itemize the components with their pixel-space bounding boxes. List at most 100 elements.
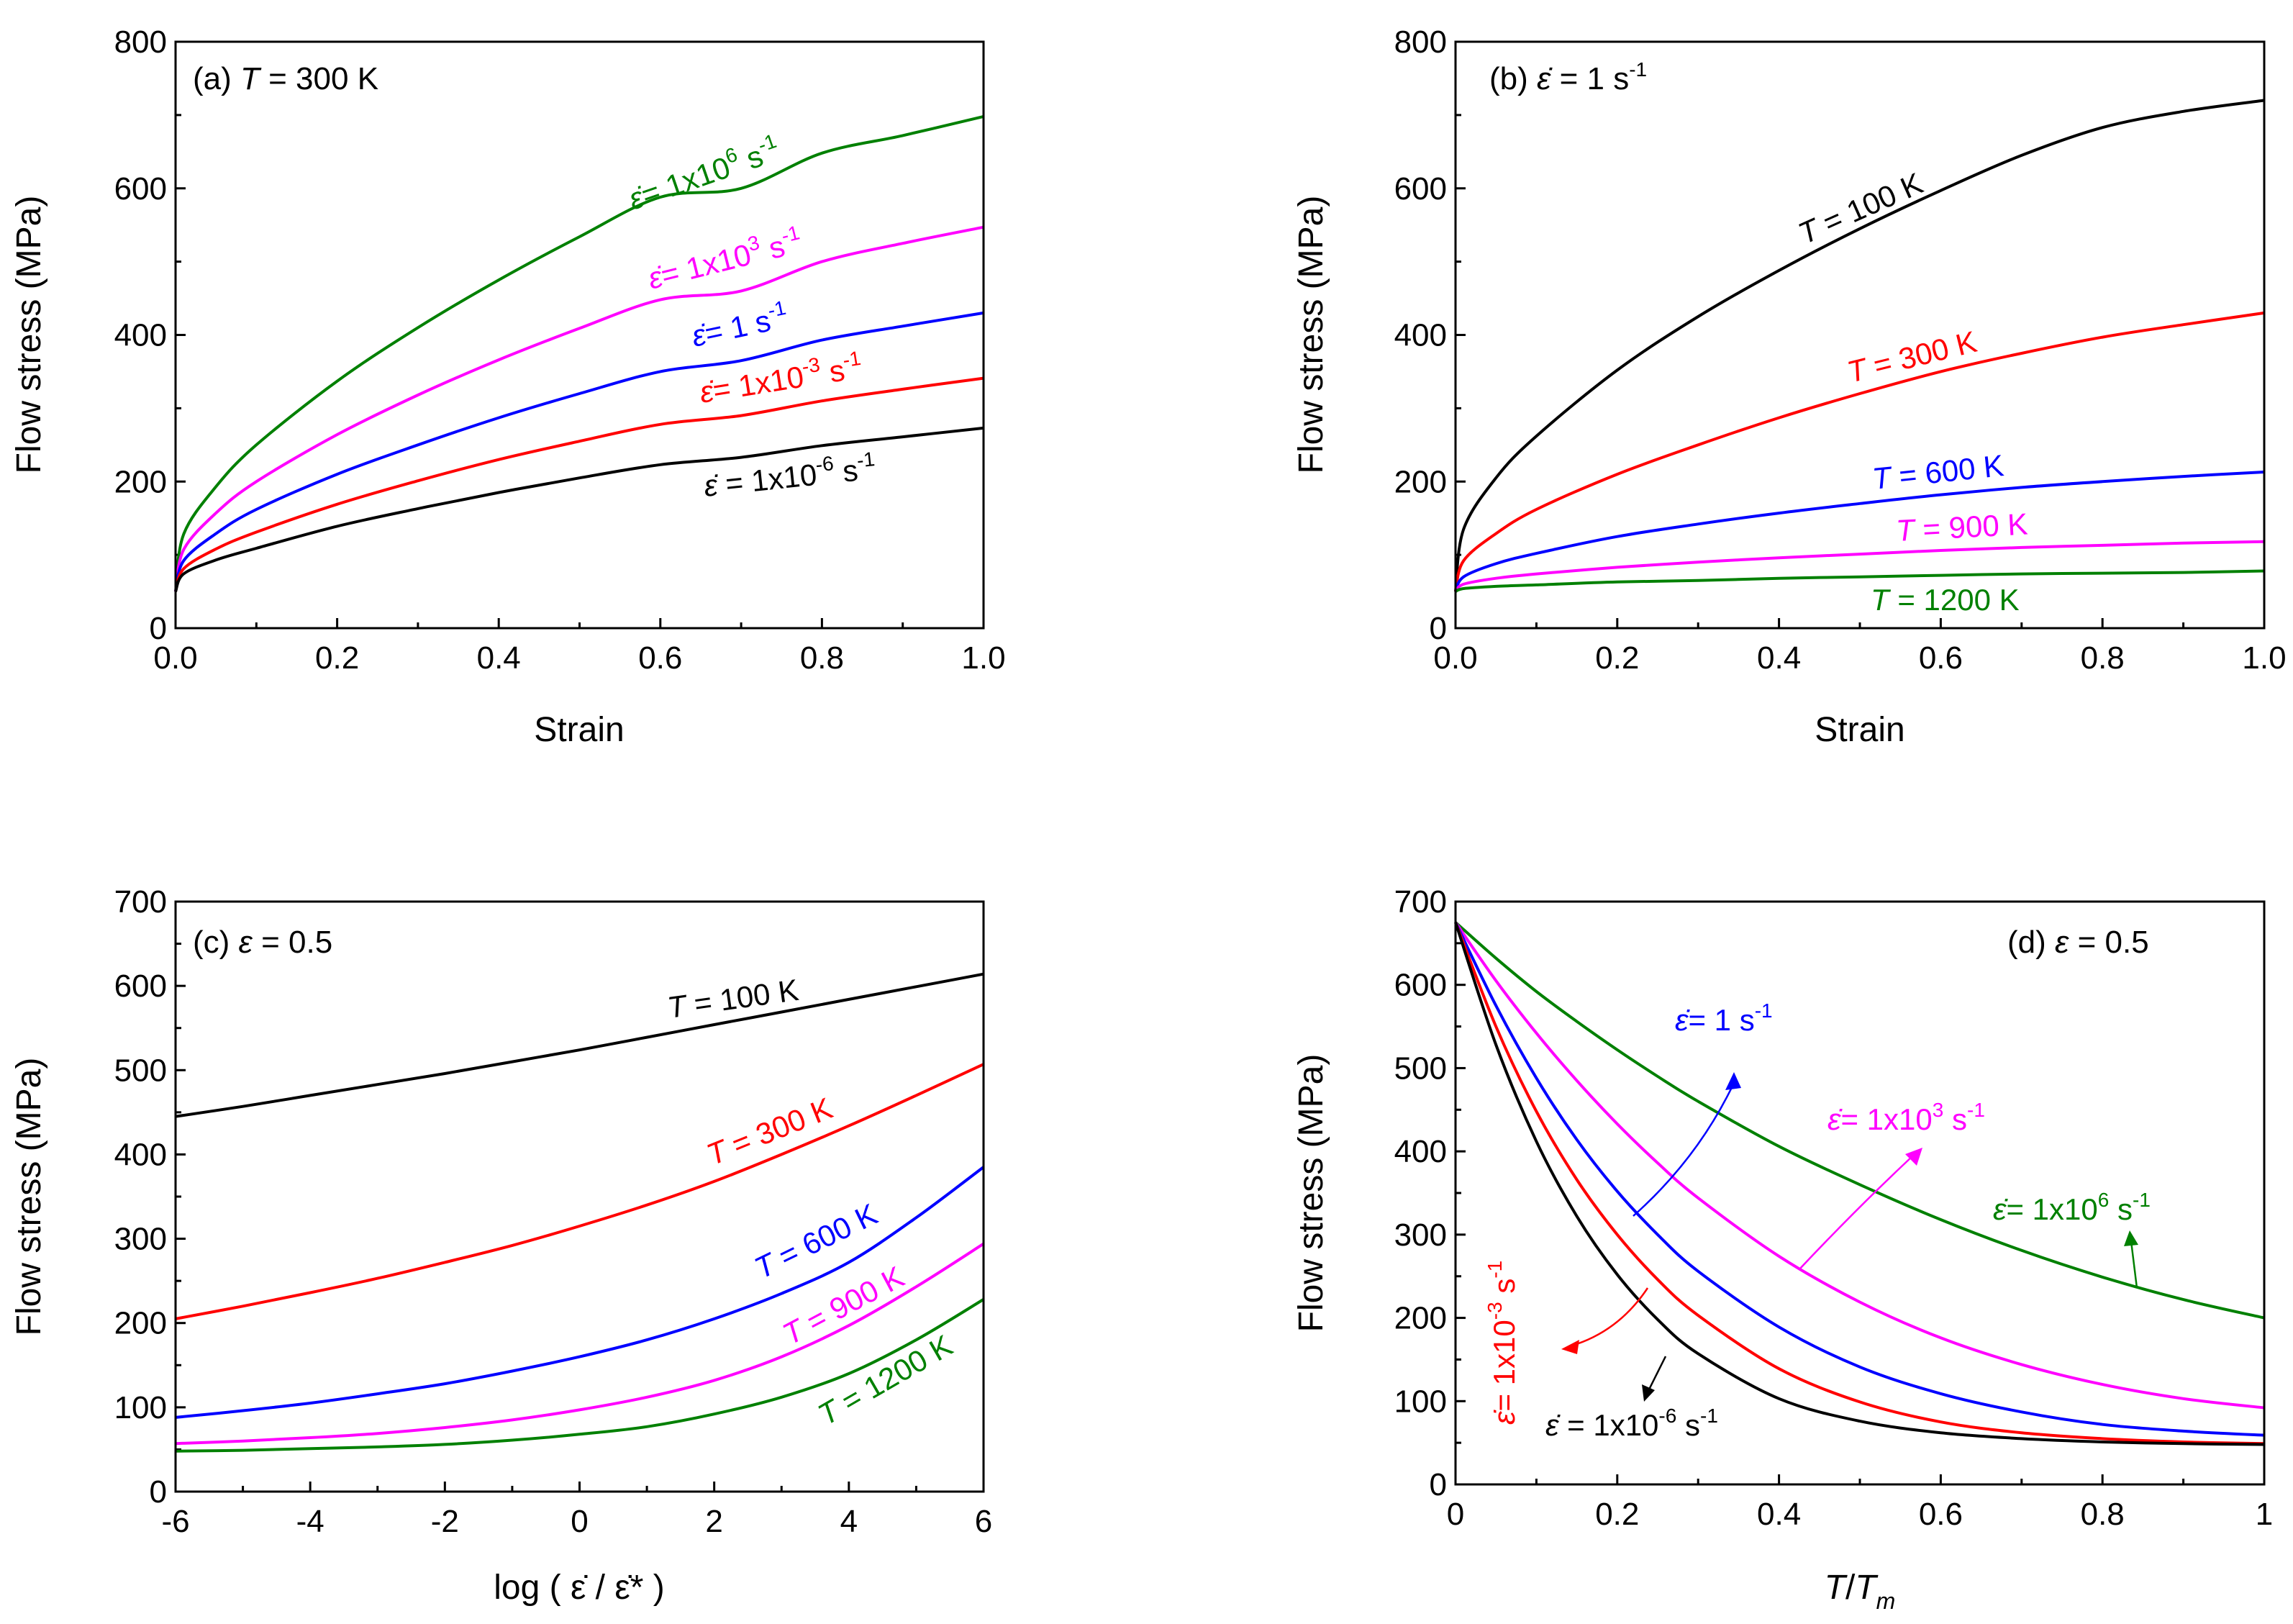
panel-d-ytick-label: 700	[1394, 884, 1447, 920]
panel-a-xtick-label: 0.8	[800, 640, 844, 676]
panel-a-series-line-1	[174, 225, 984, 592]
panel-a-series-label-1: ε̇= 1x103 s-1	[644, 221, 806, 295]
panel-c: -6 -4 -2 0 2 4 6 0 100 200 300 400 500 600 700 (c) ε =…	[10, 884, 992, 1607]
arrow-blue	[1633, 1082, 1735, 1217]
panel-c-ytick-label: 0	[150, 1474, 167, 1510]
panel-c-xtick-label: -6	[161, 1504, 189, 1539]
panel-d-series-label-0: ε̇= 1x106 s-1	[1993, 1189, 2151, 1226]
panel-d-series-label-3: ε̇= 1x10-3 s-1	[1484, 1261, 1521, 1425]
panel-a-ticks: 0.0 0.2 0.4 0.6 0.8 1.0 0 200 400 600 800	[114, 24, 1006, 676]
panel-c-series-line-3	[175, 1242, 985, 1446]
panel-a-ytick-label: 200	[114, 464, 167, 499]
panel-d-ytick-label: 0	[1430, 1467, 1447, 1502]
panel-b-series	[1454, 99, 2265, 593]
panel-a-label: (a) T = 300 K	[193, 61, 378, 96]
panel-b-xtick-label: 0.2	[1595, 640, 1639, 676]
panel-c-series-label-2: T = 600 K	[749, 1197, 882, 1286]
panel-b-ytick-label: 600	[1394, 171, 1447, 207]
arrow-blue-head	[1725, 1072, 1741, 1090]
panel-b-series-label-3: T = 900 K	[1895, 507, 2028, 548]
panel-d-series-line-1	[1454, 921, 2265, 1410]
panel-a-xtick-label: 1.0	[961, 640, 1005, 676]
panel-a-ytick-label: 800	[114, 24, 167, 60]
panel-c-xtick-label: 4	[840, 1504, 858, 1539]
panel-b-series-line-2	[1454, 471, 2265, 593]
panel-d-series-line-4	[1454, 922, 2265, 1446]
panel-d-series	[1454, 921, 2265, 1446]
panel-c-series-line-1	[175, 1063, 984, 1320]
panel-c-xlabel: log ( ε̇ / ε̇* )	[494, 1569, 665, 1607]
panel-d-ytick-label: 200	[1394, 1301, 1447, 1336]
panel-d-ytick-label: 600	[1394, 968, 1447, 1003]
panel-d-series-line-3	[1454, 922, 2265, 1446]
panel-c-label: (c) ε = 0.5	[193, 925, 332, 960]
panel-b-series-label-0: T = 100 K	[1794, 166, 1928, 250]
panel-d: 0 0.2 0.4 0.6 0.8 1 0 100 200 300 400 500 600 700 (d)…	[1292, 884, 2273, 1614]
panel-a-series-line-0	[174, 114, 984, 592]
panel-c-xtick-label: 2	[705, 1504, 722, 1539]
arrow-red-head	[1561, 1340, 1579, 1354]
panel-b-xlabel: Strain	[1815, 711, 1904, 749]
panel-b-series-line-3	[1454, 540, 2265, 593]
panel-c-ticks: -6 -4 -2 0 2 4 6 0 100 200 300 400 500 600 700	[114, 884, 993, 1539]
panel-b-series-line-4	[1455, 569, 2265, 593]
panel-c-xtick-label: 0	[571, 1504, 588, 1539]
panel-b-xtick-label: 0.0	[1433, 640, 1477, 676]
panel-c-ytick-label: 100	[114, 1390, 167, 1425]
arrow-magenta	[1798, 1154, 1915, 1271]
panel-d-ytick-label: 400	[1394, 1134, 1447, 1169]
panel-d-ytick-label: 500	[1394, 1051, 1447, 1086]
arrow-green	[2130, 1240, 2138, 1289]
arrow-black-head	[1642, 1384, 1655, 1402]
panel-a-ytick-label: 400	[114, 318, 167, 353]
panel-a-series-line-4	[174, 426, 984, 592]
panel-c-ytick-label: 300	[114, 1222, 167, 1257]
panel-d-label: (d) ε = 0.5	[2007, 925, 2149, 960]
panel-a-ylabel: Flow stress (MPa)	[10, 196, 48, 474]
panel-b-ticks: 0.0 0.2 0.4 0.6 0.8 1.0 0 200 400 600 800	[1394, 24, 2287, 676]
panel-a-series-label-3: ε̇= 1x10-3 s-1	[696, 347, 865, 409]
panel-d-series-label-4: ε̇ = 1x10-6 s-1	[1545, 1405, 1718, 1442]
panel-b-ytick-label: 200	[1394, 464, 1447, 499]
panel-b-series-label-2: T = 600 K	[1871, 448, 2005, 496]
panel-a-series-line-2	[174, 311, 984, 592]
panel-c-frame	[174, 900, 985, 1493]
panel-d-series-label-2: ε̇= 1 s-1	[1675, 999, 1773, 1037]
panel-c-ytick-label: 500	[114, 1053, 167, 1088]
panel-a-series-label-4: ε̇ = 1x10-6 s-1	[702, 448, 878, 503]
panel-d-frame	[1454, 900, 2266, 1486]
panel-b-xtick-label: 0.4	[1757, 640, 1801, 676]
panel-c-series-label-3: T = 900 K	[777, 1259, 909, 1351]
panel-d-series-line-0	[1454, 921, 2265, 1320]
panel-a-xlabel: Strain	[534, 711, 624, 749]
panel-c-ylabel: Flow stress (MPa)	[10, 1058, 48, 1336]
panel-b-xtick-label: 1.0	[2242, 640, 2286, 676]
panel-a-ytick-label: 600	[114, 171, 167, 207]
panel-a-frame	[174, 40, 985, 630]
panel-d-xtick-label: 0.6	[1919, 1497, 1963, 1532]
panel-d-arrows	[1561, 1072, 2138, 1402]
panel-b-xtick-label: 0.6	[1919, 640, 1963, 676]
panel-c-xtick-label: -4	[296, 1504, 324, 1539]
panel-b-series-label-4: T = 1200 K	[1871, 583, 2020, 617]
arrow-red	[1571, 1287, 1649, 1347]
panel-b-xtick-label: 0.8	[2081, 640, 2125, 676]
panel-d-xtick-label: 1	[2256, 1497, 2273, 1532]
panel-b-ylabel: Flow stress (MPa)	[1292, 196, 1330, 474]
panel-c-series	[175, 972, 985, 1453]
arrow-black	[1646, 1356, 1667, 1393]
panel-a-xtick-label: 0.6	[638, 640, 682, 676]
panel-c-xtick-label: -2	[431, 1504, 459, 1539]
panel-b-ytick-label: 0	[1430, 611, 1447, 646]
panel-d-xtick-label: 0.2	[1595, 1497, 1639, 1532]
panel-a-ytick-label: 0	[150, 611, 167, 646]
panel-a-series-label-2: ε̇= 1 s-1	[688, 296, 791, 353]
panel-b-series-line-1	[1454, 311, 2265, 592]
panel-d-ytick-label: 300	[1394, 1217, 1447, 1253]
panel-c-xtick-label: 6	[975, 1504, 992, 1539]
arrow-green-head	[2124, 1230, 2138, 1246]
panel-a-xtick-label: 0.4	[477, 640, 521, 676]
panel-d-xtick-label: 0	[1447, 1497, 1464, 1532]
panel-d-xlabel: T/Tm	[1825, 1569, 1896, 1614]
